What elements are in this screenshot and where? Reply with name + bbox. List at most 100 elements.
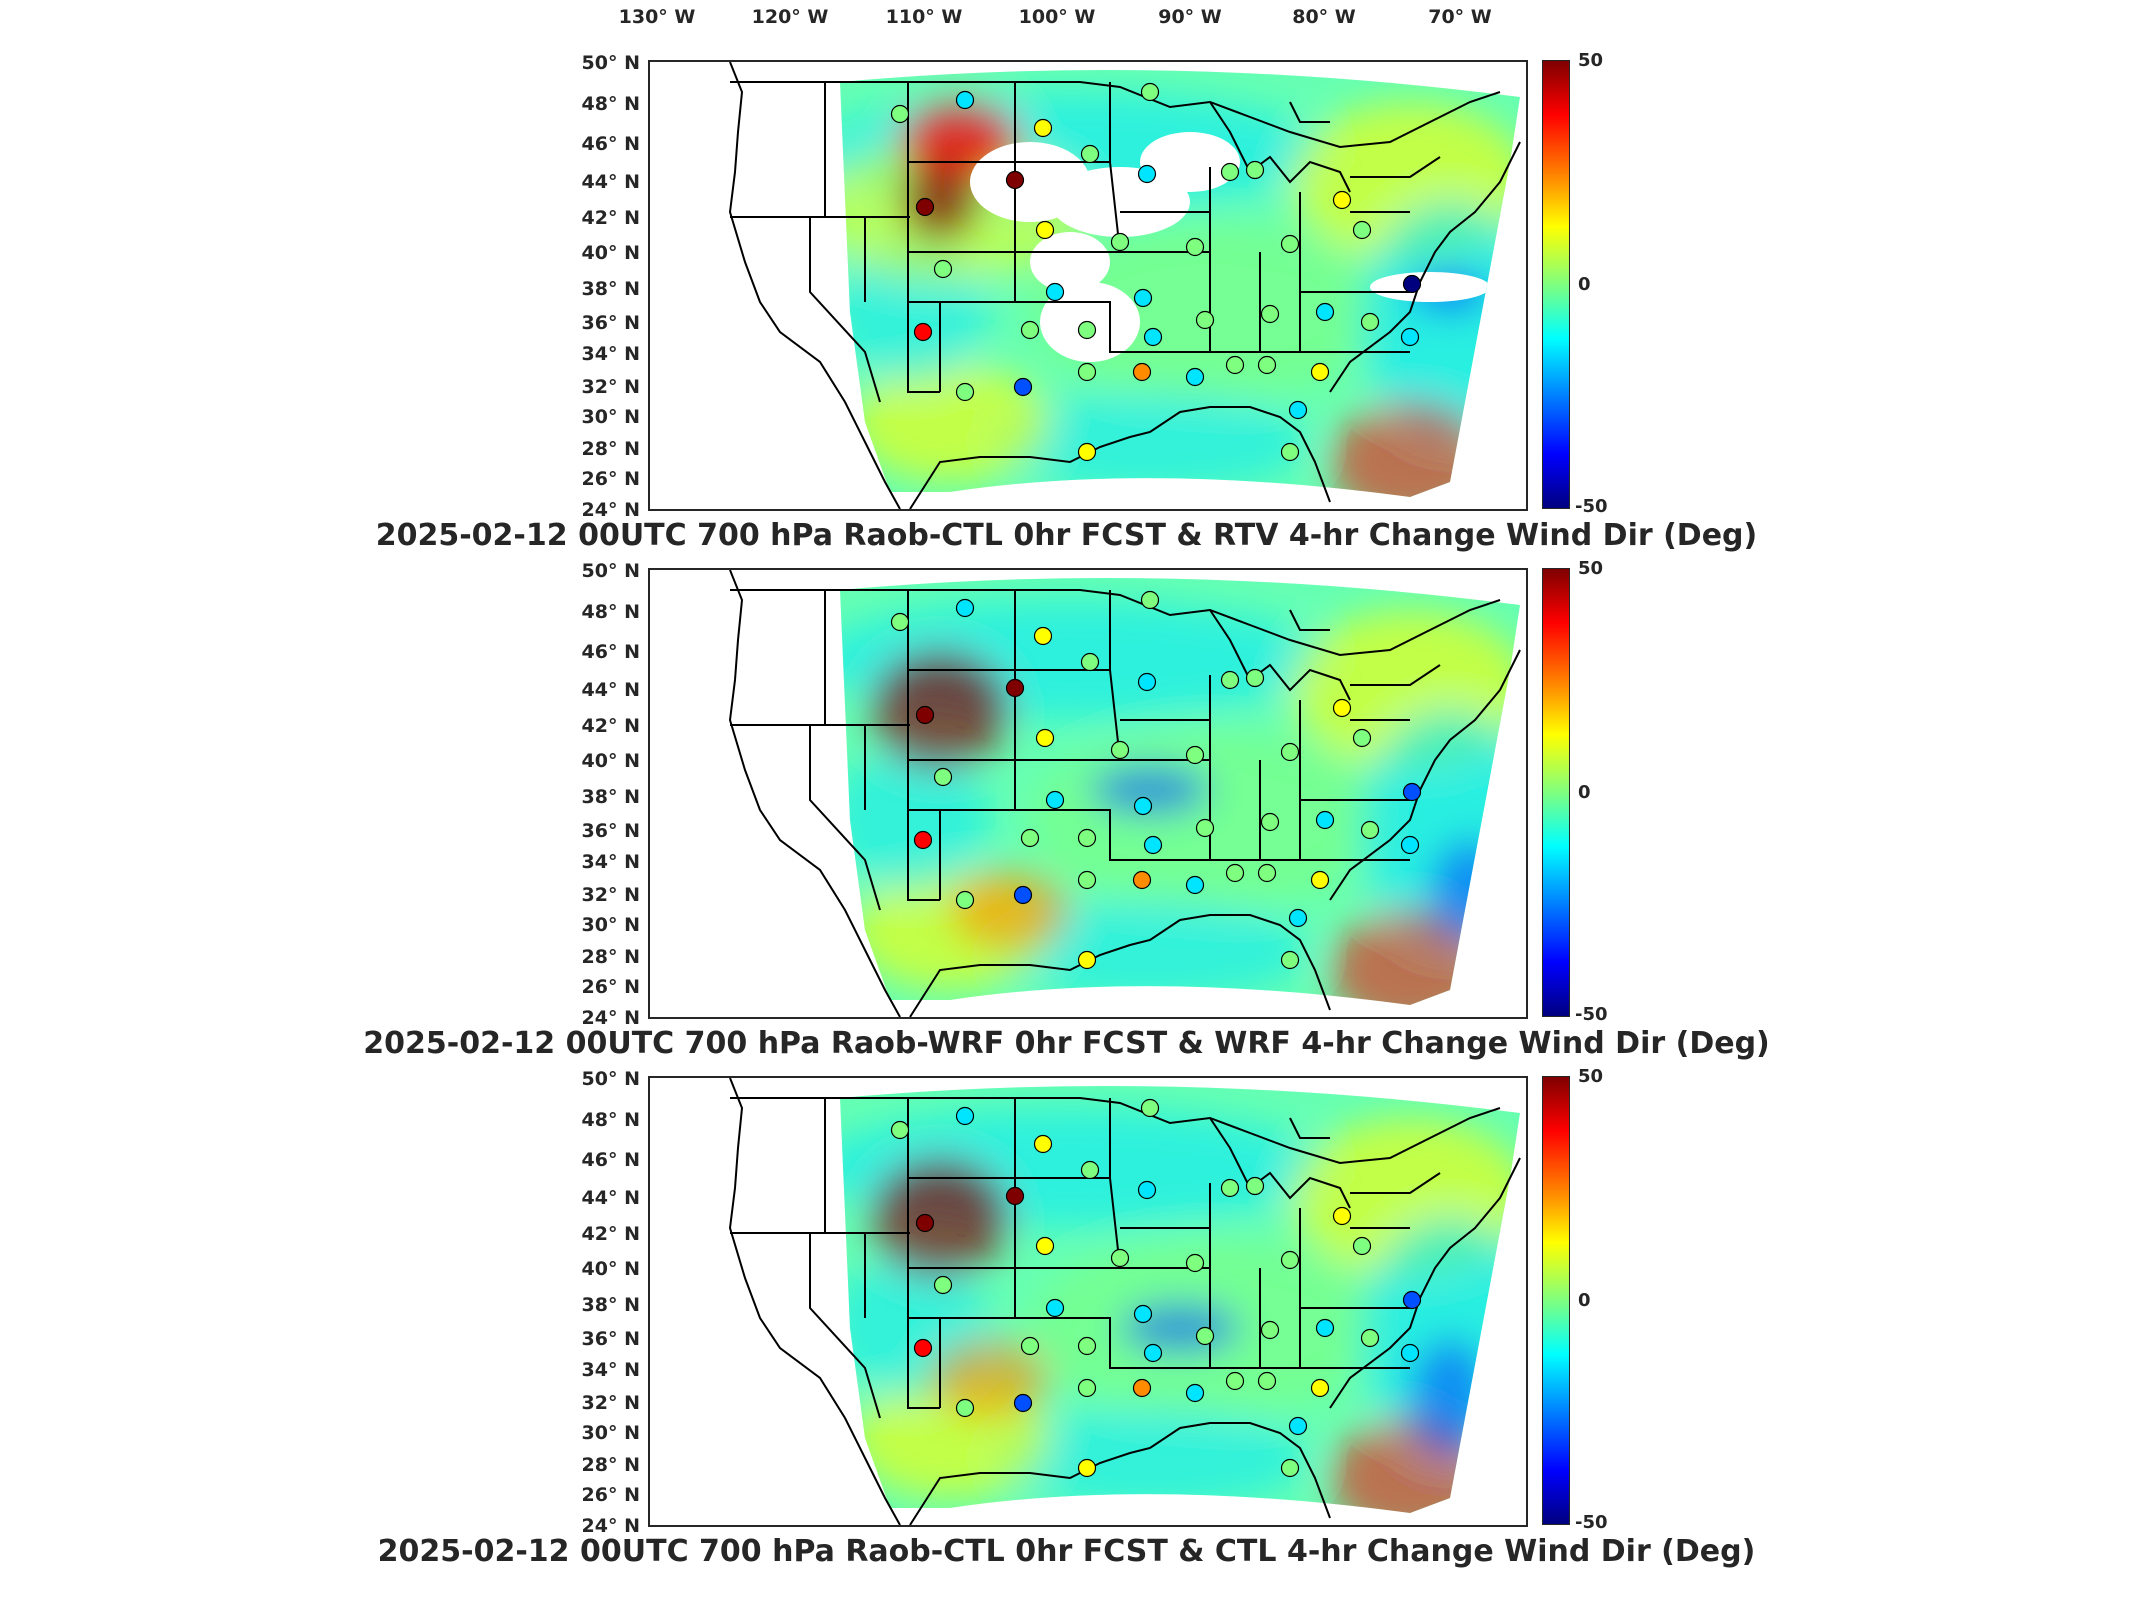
lat-label: 24° N [581,499,640,521]
raob-site-marker [1280,950,1300,970]
raob-site-marker [1077,828,1097,848]
raob-site-marker [1080,652,1100,672]
lon-label: 130° W [618,6,696,28]
lat-label: 44° N [581,679,640,701]
lat-label: 50° N [581,1068,640,1090]
raob-site-marker [955,1106,975,1126]
raob-site-marker [1195,310,1215,330]
lat-label: 30° N [581,406,640,428]
raob-site-marker [1402,782,1422,802]
raob-site-marker [1288,908,1308,928]
raob-site-marker [890,104,910,124]
raob-site-marker [1310,362,1330,382]
raob-site-marker [1110,740,1130,760]
raob-site-marker [1077,950,1097,970]
colorbar-mid-label: 0 [1578,1290,1591,1311]
raob-sites [890,1098,1422,1478]
raob-site-marker [1077,320,1097,340]
raob-site-marker [955,382,975,402]
raob-site-marker [1257,863,1277,883]
lat-label: 48° N [581,601,640,623]
raob-site-marker [1280,442,1300,462]
lat-label: 36° N [581,820,640,842]
lat-label: 34° N [581,343,640,365]
raob-site-marker [1402,274,1422,294]
lat-label: 36° N [581,312,640,334]
raob-site-marker [1045,282,1065,302]
raob-site-marker [1185,237,1205,257]
raob-site-marker [913,1338,933,1358]
raob-site-marker [1137,164,1157,184]
raob-site-marker [913,830,933,850]
lat-label: 32° N [581,884,640,906]
colorbar-min-label: -50 [1575,496,1608,517]
panel-title: 2025-02-12 00UTC 700 hPa Raob-CTL 0hr FC… [377,1534,1756,1569]
lat-label: 38° N [581,786,640,808]
raob-site-marker [1257,355,1277,375]
lat-label: 26° N [581,468,640,490]
raob-site-marker [1132,1378,1152,1398]
raob-site-marker [1045,790,1065,810]
lat-label: 30° N [581,1422,640,1444]
raob-site-marker [1225,863,1245,883]
map-frame [648,1076,1528,1527]
colorbar-max-label: 50 [1578,558,1604,579]
raob-site-marker [1260,812,1280,832]
raob-site-marker [1133,796,1153,816]
raob-site-marker [1310,870,1330,890]
colorbar [1542,1076,1570,1525]
lat-label: 26° N [581,1484,640,1506]
raob-site-marker [1288,400,1308,420]
raob-site-marker [1005,678,1025,698]
panel-title: 2025-02-12 00UTC 700 hPa Raob-CTL 0hr FC… [375,518,1758,553]
lat-label: 42° N [581,715,640,737]
raob-site-marker [1280,1250,1300,1270]
lat-label: 48° N [581,1109,640,1131]
lat-label: 44° N [581,1187,640,1209]
raob-site-marker [1220,670,1240,690]
raob-site-marker [955,90,975,110]
raob-site-marker [1143,835,1163,855]
raob-site-marker [1035,728,1055,748]
raob-site-marker [1020,1336,1040,1356]
raob-site-marker [1245,1176,1265,1196]
lat-label: 32° N [581,1392,640,1414]
lon-label: 90° W [1158,6,1222,28]
raob-site-marker [1332,698,1352,718]
raob-site-marker [1013,1393,1033,1413]
lat-label: 50° N [581,52,640,74]
raob-site-marker [1077,442,1097,462]
raob-site-marker [1005,170,1025,190]
lat-label: 46° N [581,1149,640,1171]
raob-site-marker [1077,362,1097,382]
raob-site-marker [1132,870,1152,890]
raob-site-marker [1143,1343,1163,1363]
raob-site-marker [1360,1328,1380,1348]
raob-site-marker [1220,1178,1240,1198]
lon-label: 70° W [1428,6,1492,28]
model-field [840,70,1520,497]
raob-site-marker [1315,810,1335,830]
raob-site-marker [1280,234,1300,254]
raob-site-marker [1077,1336,1097,1356]
raob-site-marker [1133,1304,1153,1324]
colorbar-min-label: -50 [1575,1512,1608,1533]
raob-site-marker [1332,1206,1352,1226]
raob-site-marker [915,705,935,725]
raob-site-marker [1033,118,1053,138]
raob-site-marker [933,767,953,787]
raob-site-marker [1080,1160,1100,1180]
raob-site-marker [1110,1248,1130,1268]
lat-label: 30° N [581,914,640,936]
raob-site-marker [1110,232,1130,252]
raob-site-marker [1352,1236,1372,1256]
raob-site-marker [1133,288,1153,308]
raob-site-marker [1077,1378,1097,1398]
lat-label: 40° N [581,242,640,264]
colorbar [1542,568,1570,1017]
raob-site-marker [1245,160,1265,180]
lat-label: 34° N [581,851,640,873]
raob-site-marker [1185,1253,1205,1273]
lat-label: 40° N [581,750,640,772]
longitude-axis: 130° W 120° W 110° W 100° W 90° W 80° W … [0,0,2133,40]
